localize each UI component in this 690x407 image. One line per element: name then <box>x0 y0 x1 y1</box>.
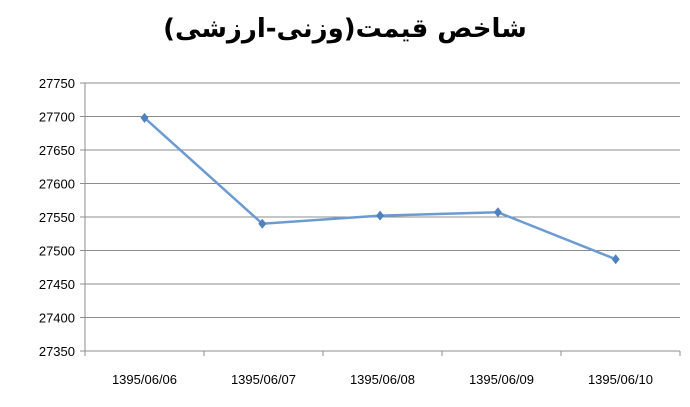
x-tick-label: 1395/06/08 <box>350 372 415 387</box>
x-tick-label: 1395/06/09 <box>469 372 534 387</box>
data-point <box>493 207 502 218</box>
data-point <box>376 210 385 221</box>
data-point <box>140 112 149 123</box>
y-tick-label: 27550 <box>39 210 75 225</box>
y-tick-label: 27750 <box>39 76 75 91</box>
chart-title: شاخص قیمت(وزنی-ارزشی) <box>163 14 527 44</box>
y-tick-label: 27350 <box>39 344 75 359</box>
y-tick-label: 27400 <box>39 311 75 326</box>
y-tick-label: 27650 <box>39 143 75 158</box>
x-tick-label: 1395/06/10 <box>588 372 653 387</box>
x-tick-label: 1395/06/06 <box>112 372 177 387</box>
series-line <box>143 116 617 261</box>
y-tick-label: 27700 <box>39 110 75 125</box>
y-tick-label: 27450 <box>39 277 75 292</box>
x-tick-label: 1395/06/07 <box>231 372 296 387</box>
data-point <box>611 254 620 265</box>
y-tick-label: 27500 <box>39 244 75 259</box>
data-point <box>258 218 267 229</box>
y-tick-label: 27600 <box>39 177 75 192</box>
